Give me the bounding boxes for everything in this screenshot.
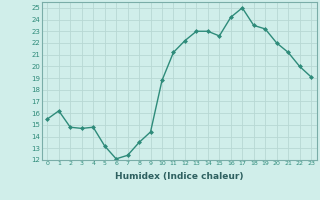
X-axis label: Humidex (Indice chaleur): Humidex (Indice chaleur) bbox=[115, 172, 244, 181]
